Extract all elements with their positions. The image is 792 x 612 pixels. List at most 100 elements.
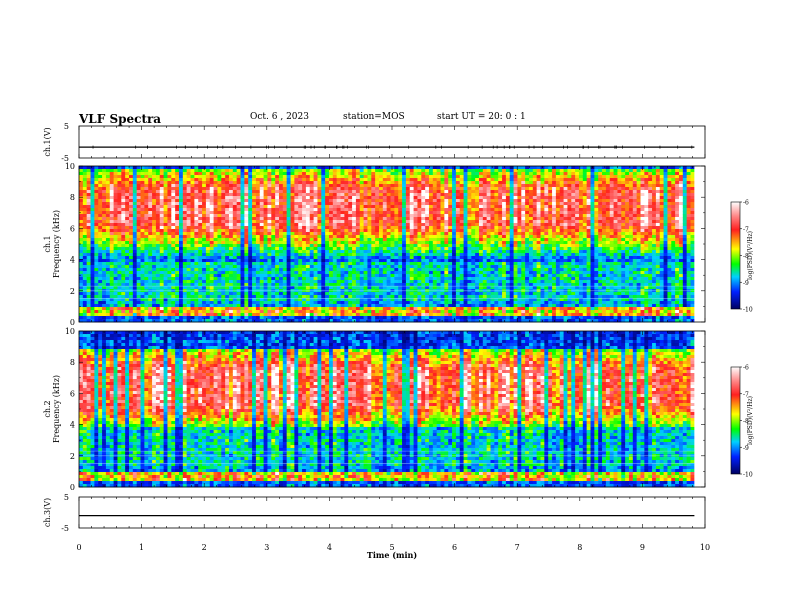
spectrogram-cell xyxy=(148,298,153,302)
spectrogram-cell xyxy=(90,319,95,323)
spectrogram-cell xyxy=(144,250,149,254)
spectrogram-cell xyxy=(202,199,207,203)
spectrogram-cell xyxy=(294,211,299,215)
spectrogram-cell xyxy=(386,256,391,260)
spectrogram-cell xyxy=(86,187,91,191)
spectrogram-cell xyxy=(155,271,161,275)
spectrogram-cell xyxy=(386,187,391,191)
spectrogram-cell xyxy=(321,268,326,272)
spectrogram-cell xyxy=(413,187,418,191)
spectrogram-cell xyxy=(371,205,376,209)
spectrogram-cell xyxy=(355,241,361,245)
spectrogram-cell xyxy=(129,184,134,188)
spectrogram-cell xyxy=(148,310,153,314)
spectrogram-cell xyxy=(232,247,238,251)
spectrogram-cell xyxy=(317,229,322,233)
station-label: station=MOS xyxy=(343,112,405,122)
spectrogram-cell xyxy=(167,301,172,305)
spectrogram-cell xyxy=(175,220,180,224)
spectrogram-cell xyxy=(302,196,307,200)
spectrogram-cell xyxy=(132,169,138,173)
spectrogram-cell xyxy=(240,286,245,290)
spectrogram-cell xyxy=(290,208,295,212)
spectrogram-cell xyxy=(413,280,418,284)
spectrogram-cell xyxy=(186,205,191,209)
spectrogram-cell xyxy=(394,211,399,215)
spectrogram-cell xyxy=(136,238,141,242)
spectrogram-cell xyxy=(328,280,334,284)
spectrogram-cell xyxy=(125,295,130,299)
spectrogram-cell xyxy=(267,304,272,308)
spectrogram-cell xyxy=(94,295,99,299)
spectrogram-cell xyxy=(305,313,311,317)
spectrogram-cell xyxy=(298,166,303,170)
spectrogram-cell xyxy=(144,229,149,233)
spectrogram-cell xyxy=(421,217,426,221)
spectrogram-cell xyxy=(340,166,345,170)
spectrogram-cell xyxy=(321,175,326,179)
spectrogram-cell xyxy=(144,262,149,266)
spectrogram-cell xyxy=(225,199,230,203)
spectrogram-cell xyxy=(355,172,361,176)
spectrogram-cell xyxy=(402,247,407,251)
spectrogram-cell xyxy=(271,310,276,314)
spectrogram-cell xyxy=(221,205,226,209)
spectrogram-cell xyxy=(398,274,403,278)
spectrogram-cell xyxy=(275,253,280,257)
spectrogram-cell xyxy=(317,190,322,194)
spectrogram-cell xyxy=(363,274,368,278)
spectrogram-cell xyxy=(321,301,326,305)
spectrogram-cell xyxy=(425,292,430,296)
spectrogram-cell xyxy=(221,271,226,275)
spectrogram-cell xyxy=(148,262,153,266)
spectrogram-cell xyxy=(205,211,211,215)
spectrogram-cell xyxy=(228,307,234,311)
spectrogram-cell xyxy=(113,217,118,221)
spectrogram-cell xyxy=(359,220,365,224)
spectrogram-cell xyxy=(117,307,122,311)
spectrogram-cell xyxy=(321,187,326,191)
spectrogram-cell xyxy=(194,175,199,179)
spectrogram-cell xyxy=(182,169,188,173)
spectrogram-cell xyxy=(271,277,276,281)
spectrogram-cell xyxy=(205,205,211,209)
spectrogram-cell xyxy=(336,271,341,275)
spectrogram-cell xyxy=(105,319,111,323)
spectrogram-cell xyxy=(340,205,345,209)
spectrogram-cell xyxy=(282,277,288,281)
spectrogram-cell xyxy=(305,223,311,227)
spectrogram-cell xyxy=(267,265,272,269)
spectrogram-cell xyxy=(159,247,165,251)
spectrogram-cell xyxy=(428,304,434,308)
spectrogram-cell xyxy=(144,202,149,206)
spectrogram-cell xyxy=(125,220,130,224)
spectrogram-cell xyxy=(340,280,345,284)
spectrogram-cell xyxy=(209,301,215,305)
spectrogram-cell xyxy=(271,307,276,311)
spectrogram-cell xyxy=(398,304,403,308)
spectrogram-cell xyxy=(286,304,291,308)
spectrogram-cell xyxy=(275,196,280,200)
spectrogram-cell xyxy=(236,229,241,233)
spectrogram-cell xyxy=(259,208,265,212)
spectrogram-cell xyxy=(363,223,368,227)
spectrogram-cell xyxy=(213,226,218,230)
spectrogram-cell xyxy=(409,262,414,266)
spectrogram-cell xyxy=(213,196,218,200)
spectrogram-cell xyxy=(363,226,368,230)
spectrogram-cell xyxy=(409,277,414,281)
spectrogram-cell xyxy=(417,298,422,302)
spectrogram-cell xyxy=(190,250,195,254)
spectrogram-cell xyxy=(152,217,157,221)
spectrogram-cell xyxy=(109,274,115,278)
spectrogram-cell xyxy=(221,313,226,317)
spectrogram-cell xyxy=(248,268,253,272)
spectrogram-cell xyxy=(302,217,307,221)
spectrogram-cell xyxy=(213,220,218,224)
spectrogram-cell xyxy=(263,190,268,194)
spectrogram-cell xyxy=(202,172,207,176)
spectrogram-cell xyxy=(109,304,115,308)
spectrogram-cell xyxy=(190,262,195,266)
spectrogram-cell xyxy=(155,244,161,248)
spectrogram-cell xyxy=(417,190,422,194)
